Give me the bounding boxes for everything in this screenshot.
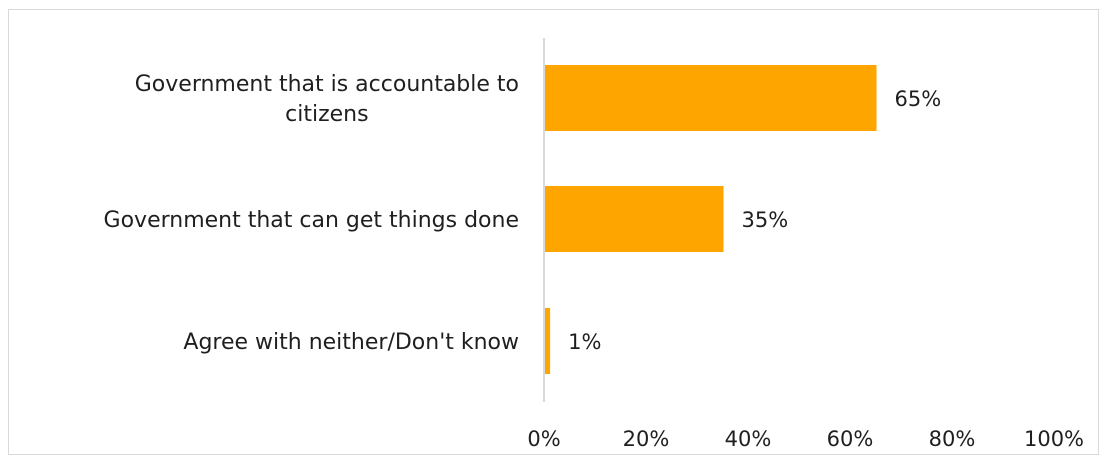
category-label-1-line-1: Government that is accountable to — [135, 72, 519, 97]
bar-2 — [545, 186, 724, 252]
data-label-1: 65% — [895, 87, 942, 111]
x-tick-label-60: 60% — [827, 427, 874, 451]
x-tick-label-100: 100% — [1024, 427, 1084, 451]
category-label-3: Agree with neither/Don't know — [183, 330, 519, 355]
data-label-3: 1% — [568, 330, 601, 354]
data-label-2: 35% — [742, 208, 789, 232]
x-tick-label-80: 80% — [929, 427, 976, 451]
x-tick-label-40: 40% — [725, 427, 772, 451]
category-label-2: Government that can get things done — [104, 208, 519, 233]
x-tick-label-0: 0% — [527, 427, 560, 451]
x-tick-label-20: 20% — [623, 427, 670, 451]
category-label-1-line-2: citizens — [285, 102, 368, 127]
bar-1 — [545, 65, 877, 131]
bar-3 — [545, 308, 551, 374]
